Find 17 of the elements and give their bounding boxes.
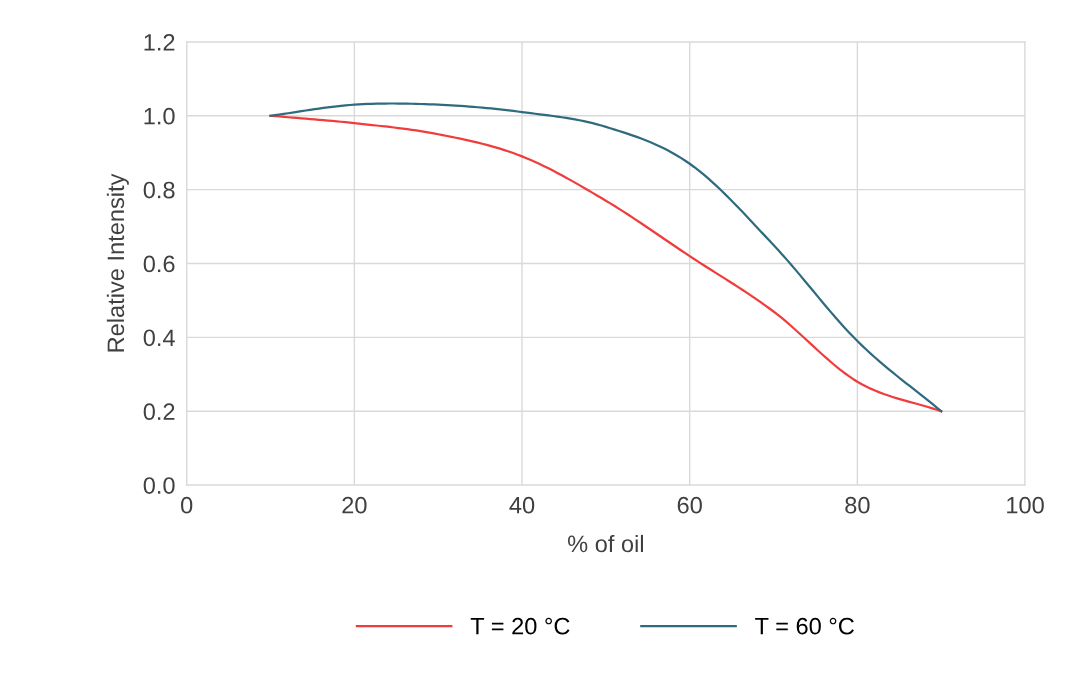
y-axis-title: Relative Intensity [106, 173, 129, 352]
x-tick-label: 60 [677, 496, 702, 514]
x-axis-title: % of oil [567, 534, 643, 553]
x-tick-label: 80 [845, 496, 870, 514]
y-tick-label: 0.6 [143, 255, 175, 273]
x-tick-label: 100 [1007, 496, 1044, 514]
y-tick-label: 0.0 [143, 477, 175, 494]
y-tick-label: 0.2 [143, 403, 175, 421]
x-tick-label: 40 [509, 496, 535, 514]
y-tick-label: 0.4 [143, 329, 175, 347]
y-tick-label: 1.0 [144, 107, 175, 125]
x-tick-label: 20 [342, 496, 367, 514]
x-tick-label: 0 [181, 496, 193, 514]
legend-label: T = 60 °C [755, 617, 854, 635]
y-tick-label: 0.8 [143, 181, 175, 199]
y-tick-label: 1.2 [144, 33, 175, 51]
legend-label: T = 20 °C [470, 617, 570, 635]
